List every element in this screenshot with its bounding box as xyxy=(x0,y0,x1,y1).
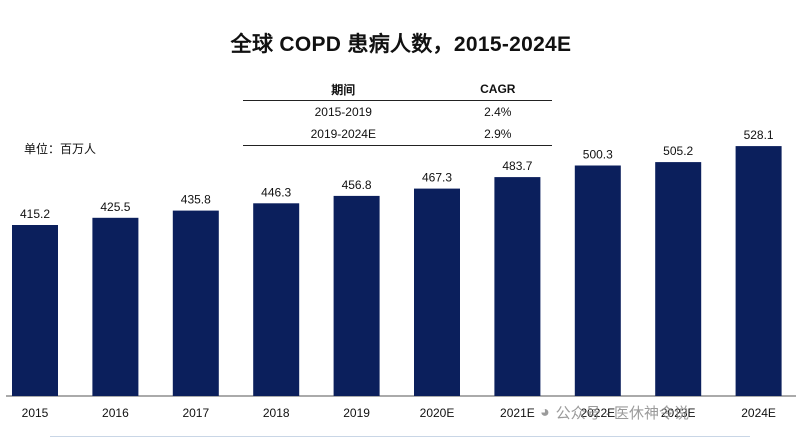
bar-2018 xyxy=(253,203,300,396)
x-tick-label-2016: 2016 xyxy=(102,406,129,420)
data-label-2018: 446.3 xyxy=(261,185,291,199)
x-tick-label-2019: 2019 xyxy=(343,406,370,420)
chart-title: 全球 COPD 患病人数，2015-2024E xyxy=(230,33,572,56)
x-tick-label-2015: 2015 xyxy=(22,406,49,420)
bar-2022E xyxy=(574,165,621,396)
data-label-2016: 425.5 xyxy=(100,200,130,214)
cagr-table: 期间 CAGR 2015-2019 2.4% 2019-2024E 2.9% xyxy=(243,78,552,146)
data-label-2024E: 528.1 xyxy=(744,128,774,142)
watermark-text: 公众号 · 医休神令说 xyxy=(555,405,690,422)
cagr-table-row: 2015-2019 2.4% xyxy=(243,101,552,124)
cagr-value-cell: 2.4% xyxy=(484,105,512,119)
cagr-period-cell: 2019-2024E xyxy=(243,123,444,146)
unit-label: 单位：百万人 xyxy=(24,142,97,156)
x-tick-label-2021E: 2021E xyxy=(500,406,535,420)
cagr-header-period: 期间 xyxy=(243,78,444,101)
data-label-2023E: 505.2 xyxy=(663,144,693,158)
watermark: ◕ 公众号 · 医休神令说 xyxy=(540,402,689,423)
wechat-icon: ◕ xyxy=(540,403,550,421)
bar-2017 xyxy=(172,210,219,396)
bar-2020E xyxy=(414,188,460,396)
x-tick-label-2023E: 2023E xyxy=(661,406,696,420)
bar-2024E xyxy=(735,146,782,396)
bar-2023E xyxy=(655,162,702,396)
bar-2019 xyxy=(333,195,380,396)
bar-2015 xyxy=(12,225,58,396)
cagr-value-cell: 2.9% xyxy=(443,123,552,146)
cagr-table-row: 2019-2024E 2.9% xyxy=(243,123,552,146)
bottom-divider xyxy=(50,436,750,437)
data-label-2022E: 500.3 xyxy=(583,148,613,162)
x-tick-label-2017: 2017 xyxy=(182,406,209,420)
cagr-period-cell: 2015-2019 xyxy=(314,105,372,119)
x-tick-label-2020E: 2020E xyxy=(420,406,455,420)
x-tick-label-2018: 2018 xyxy=(263,406,290,420)
x-tick-label-2022E: 2022E xyxy=(580,406,615,420)
data-label-2017: 435.8 xyxy=(181,193,211,207)
cagr-header-cagr: CAGR xyxy=(443,78,552,101)
bar-2016 xyxy=(92,217,139,396)
x-tick-label-2024E: 2024E xyxy=(741,406,776,420)
data-label-2020E: 467.3 xyxy=(422,171,452,185)
data-label-2019: 456.8 xyxy=(342,178,372,192)
data-label-2021E: 483.7 xyxy=(502,159,532,173)
data-label-2015: 415.2 xyxy=(20,207,50,221)
bar-2021E xyxy=(494,177,541,396)
cagr-table-header-row: 期间 CAGR xyxy=(243,78,552,101)
